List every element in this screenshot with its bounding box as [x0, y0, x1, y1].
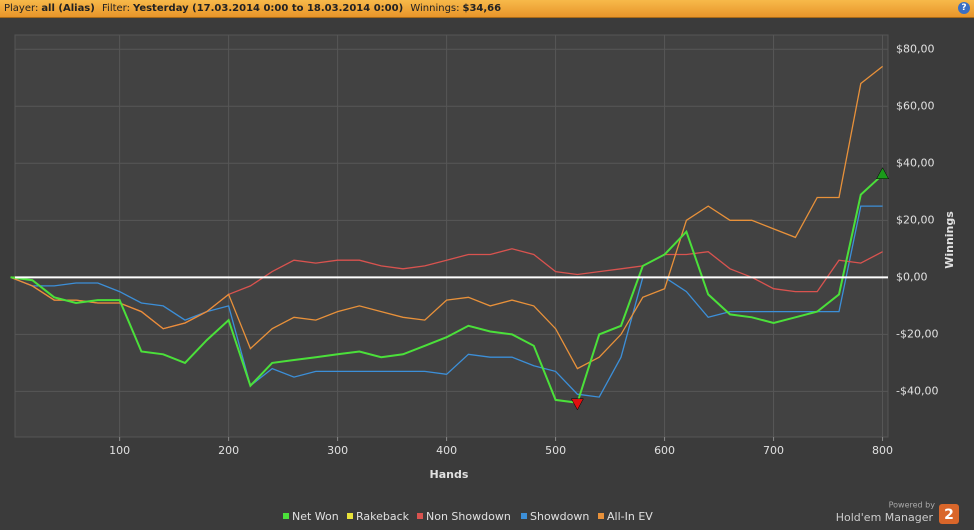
x-tick-label: 700 [763, 444, 784, 457]
legend-label: Non Showdown [426, 510, 511, 523]
legend-swatch [347, 513, 353, 519]
x-tick-label: 500 [545, 444, 566, 457]
x-tick-label: 300 [327, 444, 348, 457]
winnings-label: Winnings: [410, 3, 460, 14]
max-marker [876, 167, 889, 179]
player: all (Alias) [41, 3, 95, 14]
legend-label: All-In EV [607, 510, 653, 523]
min-marker [570, 398, 584, 411]
y-tick-label: $20,00 [896, 213, 935, 226]
x-tick-label: 400 [436, 444, 457, 457]
y-axis-title: Winnings [943, 211, 956, 269]
legend-swatch [417, 513, 423, 519]
plot-area [14, 34, 889, 438]
header-bar: Player: all (Alias) Filter: Yesterday (17.… [0, 0, 974, 18]
x-axis-title: Hands [430, 468, 469, 481]
y-tick-label: $0,00 [896, 270, 928, 283]
player-label: Player: [4, 3, 39, 14]
brand: Hold'em Manager [836, 511, 934, 524]
legend-label: Showdown [530, 510, 589, 523]
y-tick-label: $60,00 [896, 99, 935, 112]
x-tick-label: 800 [872, 444, 893, 457]
y-tick-label: $80,00 [896, 42, 935, 55]
filter-label: Filter: [102, 3, 130, 14]
series-line [10, 205, 883, 398]
y-tick-label: $40,00 [896, 156, 935, 169]
series-line [10, 173, 884, 404]
y-tick-label: -$20,00 [896, 327, 938, 340]
legend-swatch [283, 513, 289, 519]
x-tick-label: 200 [218, 444, 239, 457]
filter: Yesterday (17.03.2014 0:00 to 18.03.2014… [133, 3, 404, 14]
x-tick-label: 100 [109, 444, 130, 457]
logo: 2 [944, 507, 954, 523]
series-line [10, 65, 884, 370]
legend-label: Net Won [292, 510, 339, 523]
legend-swatch [598, 513, 604, 519]
help-button[interactable]: ? [958, 2, 970, 14]
powered-by: Powered by [889, 501, 936, 510]
legend-label: Rakeback [356, 510, 410, 523]
legend-swatch [521, 513, 527, 519]
y-tick-label: -$40,00 [896, 384, 938, 397]
logo-box [939, 504, 959, 524]
x-tick-label: 600 [654, 444, 675, 457]
winnings: $34,66 [462, 3, 502, 14]
